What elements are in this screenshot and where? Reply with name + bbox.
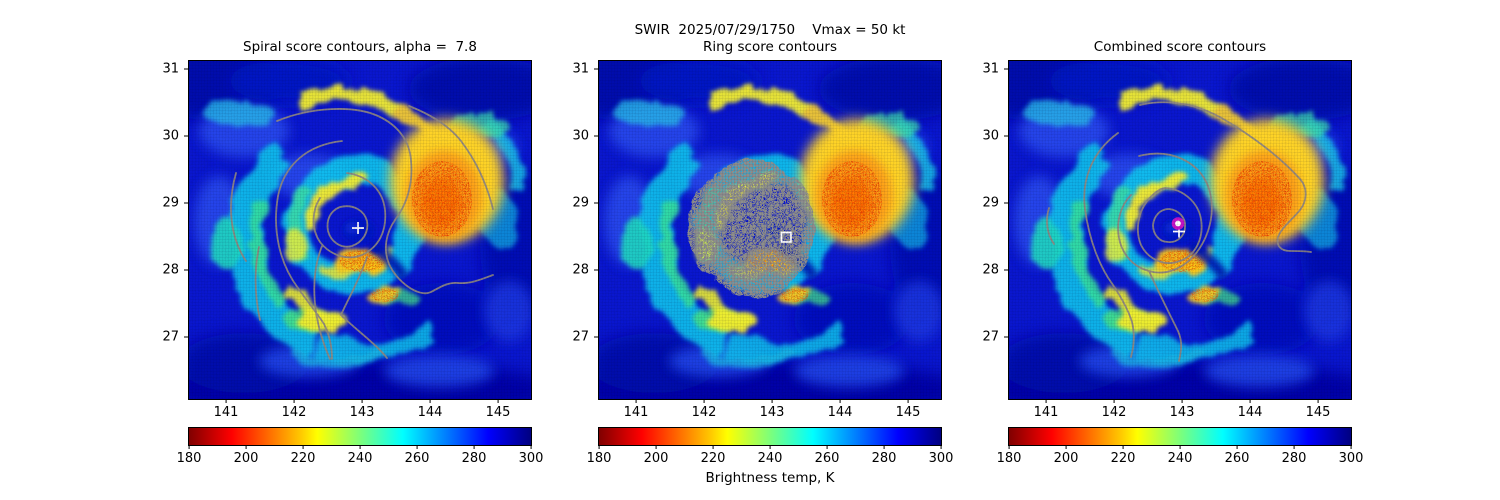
combined-score-map [1008,60,1352,400]
y-tick-label: 27 [572,331,598,344]
colorbar-tick-label: 180 [997,445,1021,465]
y-axis-ticks: 31 30 29 28 27 [142,61,188,399]
colorbar-ticks: 180 200 220 240 260 280 300 [587,445,953,467]
panel-combined-title: Combined score contours [1093,39,1267,55]
x-axis-ticks: 141 142 143 144 145 [189,399,531,421]
y-tick-label: 30 [982,130,1008,143]
y-tick-label: 30 [162,130,188,143]
colorbar [1008,427,1352,446]
x-tick-label: 143 [1170,399,1194,419]
colorbar-tick-label: 180 [177,445,201,465]
combined-contour-lines [1046,101,1312,362]
colorbar-tick-label: 240 [348,445,372,465]
y-tick-label: 27 [162,331,188,344]
colorbar-axis-label: Brightness temp, K [705,470,835,486]
x-tick-label: 143 [350,399,374,419]
colorbar-tick-label: 180 [587,445,611,465]
spiral-contour-lines [230,105,494,360]
y-tick-label: 28 [572,264,598,277]
panel-ring-title: Ring score contours [702,39,838,55]
colorbar-tick-label: 300 [519,445,543,465]
y-tick-label: 27 [982,331,1008,344]
y-tick-label: 30 [572,130,598,143]
y-tick-label: 31 [162,63,188,76]
x-tick-label: 145 [896,399,920,419]
center-marker-circle [1171,217,1185,238]
x-tick-label: 141 [624,399,648,419]
colorbar-tick-label: 280 [872,445,896,465]
colorbar-tick-label: 280 [1282,445,1306,465]
y-tick-label: 31 [572,63,598,76]
colorbar-ticks: 180 200 220 240 260 280 300 [997,445,1363,467]
x-tick-label: 145 [1306,399,1330,419]
y-tick-label: 29 [162,197,188,210]
colorbar-tick-label: 240 [758,445,782,465]
y-tick-label: 28 [162,264,188,277]
colorbar-tick-label: 280 [462,445,486,465]
colorbar-tick-label: 260 [815,445,839,465]
center-marker-square [780,231,792,243]
colorbar-tick-label: 300 [1339,445,1363,465]
x-tick-label: 144 [418,399,442,419]
colorbar-tick-label: 220 [701,445,725,465]
colorbar-ticks: 180 200 220 240 260 280 300 [177,445,543,467]
y-axis-ticks: 31 30 29 28 27 [552,61,598,399]
x-tick-label: 141 [214,399,238,419]
panel-spiral-title: Spiral score contours, alpha = 7.8 [243,39,477,55]
x-tick-label: 142 [282,399,306,419]
x-tick-label: 144 [828,399,852,419]
x-tick-label: 141 [1034,399,1058,419]
colorbar-tick-label: 220 [1111,445,1135,465]
y-axis-ticks: 31 30 29 28 27 [962,61,1008,399]
y-tick-label: 29 [572,197,598,210]
x-tick-label: 143 [760,399,784,419]
colorbar-tick-label: 240 [1168,445,1192,465]
panel-combined: Combined score contours [820,0,1363,500]
x-tick-label: 142 [1102,399,1126,419]
x-axis-ticks: 141 142 143 144 145 [1009,399,1351,421]
x-axis-ticks: 141 142 143 144 145 [599,399,941,421]
y-tick-label: 31 [982,63,1008,76]
y-tick-label: 28 [982,264,1008,277]
ring-score-region [688,159,816,297]
x-tick-label: 145 [486,399,510,419]
colorbar-tick-label: 200 [234,445,258,465]
colorbar-tick-label: 260 [405,445,429,465]
x-tick-label: 142 [692,399,716,419]
colorbar-tick-label: 220 [291,445,315,465]
colorbar-tick-label: 200 [1054,445,1078,465]
colorbar-tick-label: 300 [929,445,953,465]
colorbar-tick-label: 200 [644,445,668,465]
figure-suptitle: SWIR 2025/07/29/1750 Vmax = 50 kt [634,22,906,38]
x-tick-label: 144 [1238,399,1262,419]
y-tick-label: 29 [982,197,1008,210]
colorbar-tick-label: 260 [1225,445,1249,465]
center-marker-plus [352,222,364,234]
